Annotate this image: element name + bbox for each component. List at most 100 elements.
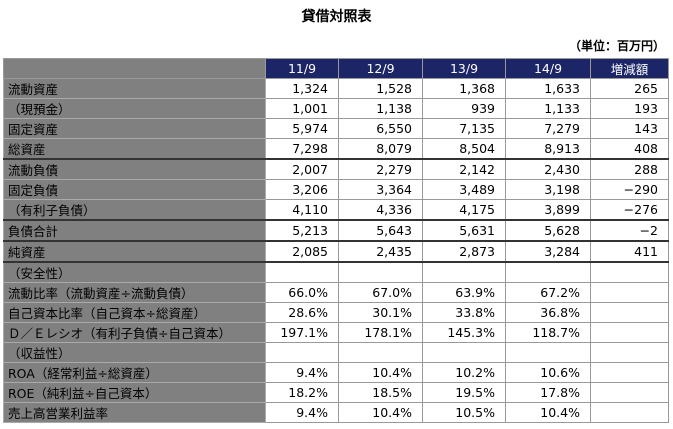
cell: 265: [590, 78, 669, 99]
cell: 2,279: [338, 158, 423, 180]
cell: 18.5%: [338, 382, 423, 403]
row-label: 負債合計: [3, 219, 266, 242]
cell: 3,489: [422, 179, 506, 200]
cell: −276: [590, 199, 669, 221]
row-label: ROA（経常利益÷総資産）: [3, 362, 266, 383]
cell: 2,430: [505, 158, 591, 180]
row-label: Ｄ／Ｅレシオ（有利子負債÷自己資本）: [3, 322, 266, 343]
cell: 10.2%: [422, 362, 506, 383]
cell: 6,550: [338, 118, 423, 139]
cell: 5,643: [338, 219, 423, 242]
cell: [590, 342, 669, 363]
cell: 145.3%: [422, 322, 506, 343]
balance-table: 11/9 12/9 13/9 14/9 増減額 流動資産 1,324 1,528 1,368 1,…: [3, 58, 669, 423]
cell: 408: [590, 138, 669, 160]
cell: 66.0%: [265, 282, 339, 303]
cell: 1,633: [505, 78, 591, 99]
cell: 939: [422, 98, 506, 119]
cell: 9.4%: [265, 402, 339, 423]
cell: 7,135: [422, 118, 506, 139]
cell: 2,142: [422, 158, 506, 180]
cell: 1,368: [422, 78, 506, 99]
cell: [338, 342, 423, 363]
row-label: （現預金）: [3, 98, 266, 119]
cell: 36.8%: [505, 302, 591, 323]
cell: [590, 382, 669, 403]
cell: [590, 362, 669, 383]
table-row: ROE（純利益÷自己資本） 18.2% 18.5% 19.5% 17.8%: [3, 382, 669, 403]
title: 貸借対照表: [301, 9, 372, 25]
cell: [265, 342, 339, 363]
cell: 10.4%: [338, 362, 423, 383]
cell: [590, 402, 669, 423]
cell: 28.6%: [265, 302, 339, 323]
column-header: 13/9: [422, 58, 506, 79]
cell: 5,628: [505, 219, 591, 242]
cell: 3,899: [505, 199, 591, 221]
table-row: （安全性）: [3, 261, 669, 283]
cell: 4,336: [338, 199, 423, 221]
cell: [590, 261, 669, 283]
row-label: 流動負債: [3, 158, 266, 180]
cell: [590, 322, 669, 343]
cell: 67.0%: [338, 282, 423, 303]
cell: 1,528: [338, 78, 423, 99]
column-header: 増減額: [590, 58, 669, 79]
cell: [590, 282, 669, 303]
row-label: 純資産: [3, 240, 266, 263]
table-row: 固定負債 3,206 3,364 3,489 3,198 −290: [3, 179, 669, 200]
column-header: 14/9: [505, 58, 591, 79]
cell: 5,974: [265, 118, 339, 139]
table-row: 売上高営業利益率 9.4% 10.4% 10.5% 10.4%: [3, 402, 669, 423]
column-header: 12/9: [338, 58, 423, 79]
cell: 9.4%: [265, 362, 339, 383]
cell: 1,001: [265, 98, 339, 119]
row-label: （安全性）: [3, 261, 266, 283]
cell: 8,504: [422, 138, 506, 160]
cell: 19.5%: [422, 382, 506, 403]
cell: 30.1%: [338, 302, 423, 323]
row-label: 総資産: [3, 138, 266, 160]
cell: 5,631: [422, 219, 506, 242]
cell: 18.2%: [265, 382, 339, 403]
column-header: 11/9: [265, 58, 339, 79]
cell: 5,213: [265, 219, 339, 242]
table-row: 流動比率（流動資産÷流動負債） 66.0% 67.0% 63.9% 67.2%: [3, 282, 669, 303]
cell: 3,198: [505, 179, 591, 200]
row-label: 売上高営業利益率: [3, 402, 266, 423]
cell: 10.5%: [422, 402, 506, 423]
column-header: [3, 58, 266, 79]
row-label: 固定負債: [3, 179, 266, 200]
cell: [505, 261, 591, 283]
table-row: 純資産 2,085 2,435 2,873 3,284 411: [3, 240, 669, 263]
cell: 3,206: [265, 179, 339, 200]
cell: 2,007: [265, 158, 339, 180]
table-row: 総資産 7,298 8,079 8,504 8,913 408: [3, 138, 669, 160]
cell: 7,298: [265, 138, 339, 160]
table-row: 固定資産 5,974 6,550 7,135 7,279 143: [3, 118, 669, 139]
cell: 1,138: [338, 98, 423, 119]
table-row: （収益性）: [3, 342, 669, 363]
cell: 1,133: [505, 98, 591, 119]
cell: 193: [590, 98, 669, 119]
row-label: ROE（純利益÷自己資本）: [3, 382, 266, 403]
table-row: 自己資本比率（自己資本÷総資産） 28.6% 30.1% 33.8% 36.8%: [3, 302, 669, 323]
cell: 17.8%: [505, 382, 591, 403]
cell: 4,175: [422, 199, 506, 221]
cell: [338, 261, 423, 283]
cell: −2: [590, 219, 669, 242]
cell: −290: [590, 179, 669, 200]
cell: 4,110: [265, 199, 339, 221]
header-row: 11/9 12/9 13/9 14/9 増減額: [3, 58, 669, 79]
cell: 7,279: [505, 118, 591, 139]
row-label: （収益性）: [3, 342, 266, 363]
cell: 8,079: [338, 138, 423, 160]
cell: 2,873: [422, 240, 506, 263]
cell: [505, 342, 591, 363]
table-row: ROA（経常利益÷総資産） 9.4% 10.4% 10.2% 10.6%: [3, 362, 669, 383]
cell: 3,364: [338, 179, 423, 200]
unit: （単位：百万円）: [568, 39, 665, 53]
cell: 411: [590, 240, 669, 263]
table-row: （有利子負債） 4,110 4,336 4,175 3,899 −276: [3, 199, 669, 221]
